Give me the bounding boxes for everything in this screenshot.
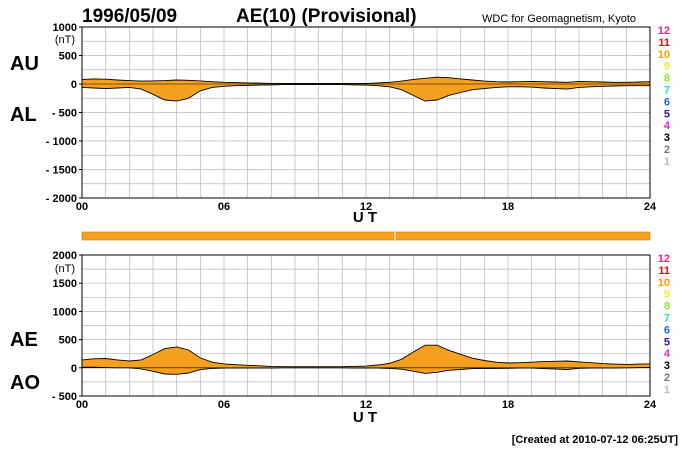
legend-item: 11: [658, 37, 670, 49]
plot-frame: [81, 254, 651, 397]
legend-item: 2: [664, 372, 670, 384]
legend-item: 4: [664, 120, 671, 132]
x-axis-title: U T: [353, 209, 377, 226]
legend-item: 10: [658, 49, 670, 61]
y-tick-label: - 1500: [46, 165, 77, 177]
legend-item: 7: [664, 85, 670, 97]
series-line-ao: [82, 366, 651, 375]
x-tick-label: 18: [502, 399, 514, 411]
series-line-au: [81, 76, 651, 84]
legend-item: 12: [658, 253, 670, 265]
y-tick-label: 1500: [53, 278, 77, 290]
legend-item: 3: [664, 132, 670, 144]
x-tick-label: 06: [218, 399, 230, 411]
ae-side-label: AE: [10, 329, 38, 351]
y-tick-label: 1000: [53, 22, 77, 34]
source-label: WDC for Geomagnetism, Kyoto: [482, 13, 636, 25]
x-tick-label: 06: [218, 201, 230, 213]
legend-item: 6: [664, 324, 670, 336]
x-tick-label: 00: [76, 201, 88, 213]
legend-item: 2: [664, 144, 670, 156]
date-label: 1996/05/09: [82, 6, 177, 27]
legend-item: 8: [664, 301, 670, 313]
x-tick-label: 00: [76, 399, 88, 411]
y-tick-label: - 500: [52, 108, 77, 120]
y-tick-label: 500: [59, 51, 77, 63]
y-tick-label: 500: [59, 335, 77, 347]
data-availability-bar: [81, 231, 651, 241]
legend-item: 8: [664, 73, 670, 85]
x-tick-label: 18: [502, 201, 514, 213]
legend-item: 5: [664, 108, 670, 120]
y-tick-label: - 1000: [46, 136, 77, 148]
legend-item: 3: [664, 360, 670, 372]
x-tick-label: 12: [360, 399, 372, 411]
legend-item: 6: [664, 96, 670, 108]
legend-item: 7: [664, 313, 670, 325]
au-side-label: AU: [10, 53, 39, 75]
x-tick-label: 24: [644, 201, 657, 213]
legend-item: 4: [664, 348, 671, 360]
index-area-fill: [82, 345, 650, 375]
y-tick-label: 1000: [53, 306, 77, 318]
y-tick-label: - 2000: [46, 193, 77, 205]
al-side-label: AL: [10, 104, 37, 126]
x-axis-title: U T: [353, 409, 377, 426]
y-tick-label: - 500: [52, 391, 77, 403]
x-tick-label: 12: [360, 201, 372, 213]
unit-label: (nT): [55, 263, 75, 275]
legend-item: 5: [664, 336, 670, 348]
au-al-panel: AU AL (nT) U T 1000 500 0 - 500 - 1000 - 1500…: [10, 22, 657, 226]
index-area-fill: [82, 77, 650, 102]
legend-item: 1: [664, 156, 670, 168]
legend-item: 9: [664, 289, 670, 301]
y-tick-label: 0: [71, 363, 77, 375]
unit-label: (nT): [55, 34, 75, 46]
series-line-al: [81, 84, 650, 102]
y-tick-label: 0: [71, 79, 77, 91]
y-tick-label: 2000: [53, 250, 77, 262]
ao-side-label: AO: [10, 372, 40, 394]
legend-item: 11: [658, 265, 670, 277]
chart-title: AE(10) (Provisional): [236, 6, 417, 27]
created-timestamp: [Created at 2010-07-12 06:25UT]: [512, 434, 679, 446]
series-line-ae: [81, 344, 651, 368]
legend-item: 12: [658, 25, 670, 37]
legend-item: 1: [664, 384, 670, 396]
x-tick-label: 24: [644, 399, 657, 411]
legend-item: 9: [664, 61, 670, 73]
legend-item: 10: [658, 277, 670, 289]
